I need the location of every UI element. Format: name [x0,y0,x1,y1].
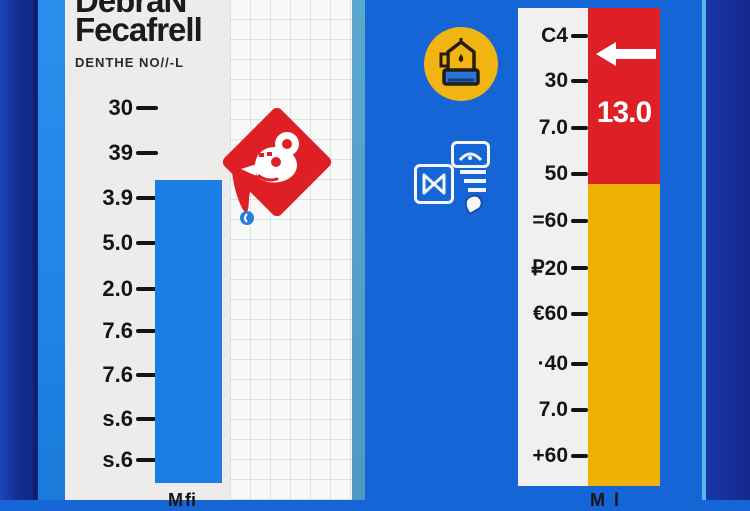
tick-label: 50 [544,162,568,185]
rat-icon [241,132,299,183]
gauge-red-segment [588,8,660,184]
tick-label: 3.9 [102,185,133,210]
house-arc-glyph [458,152,483,161]
arrow-shaft [614,49,656,59]
tick-mark [136,373,158,377]
tick-mark [136,241,158,245]
house-water-drop-in-yellow-circle-icon [424,27,498,101]
left-dark-divider [33,0,38,500]
gauge-yellow-segment [588,184,660,486]
right-navy-band [706,0,750,500]
gauge-value-label: 13.0 [596,96,652,129]
blue-data-bar [155,180,222,483]
right-axis-tick: ·40 [518,350,588,378]
teal-edge-strip [352,0,365,500]
list-pin-icon [460,170,486,216]
left-axis-tick: 39 [56,139,158,167]
tick-mark [571,362,588,366]
tick-label: s.6 [102,406,133,431]
rat-hazard-diamond-sign [220,105,334,219]
tick-label: C4 [541,24,568,47]
tick-label: ₽20 [531,256,568,280]
left-axis-tick: 30 [56,94,158,122]
tick-label: 7.0 [538,116,568,139]
tick-label: €60 [532,302,568,325]
chart-subtitle: DENTHE NO//-L [75,55,185,70]
left-arrow-icon [596,42,656,66]
tick-mark [571,312,588,316]
tick-label: 2.0 [102,276,133,301]
right-axis-tick: C4 [518,22,588,50]
tick-label: =60 [532,209,568,232]
tick-mark [571,126,588,130]
house-water-svg [439,38,480,86]
left-axis-tick: 7.6 [56,361,158,389]
tick-label: 5.0 [102,230,133,255]
right-bottom-partial-label: M l [590,490,621,510]
tick-mark [571,408,588,412]
tick-label: 7.0 [538,398,568,421]
left-axis-tick: s.6 [56,446,158,474]
left-axis-tick: 7.6 [56,317,158,345]
right-axis-tick: +60 [518,442,588,470]
tick-label: 7.6 [102,318,133,343]
tick-mark [571,266,588,270]
right-axis-tick: 30 [518,67,588,95]
tick-mark [136,287,158,291]
red-drip [232,168,258,225]
right-axis-tick: 7.0 [518,396,588,424]
bowtie-box-icon [414,164,454,204]
right-axis-tick: =60 [518,207,588,235]
right-axis-tick: 50 [518,160,588,188]
tick-label: 30 [108,95,133,120]
right-axis-tick: ₽20 [518,254,588,282]
left-axis-tick: 3.9 [56,184,158,212]
tick-mark [136,329,158,333]
tick-mark [571,172,588,176]
tick-mark [136,151,158,155]
tick-label: 30 [544,69,568,92]
arrow-head [596,42,616,66]
tick-mark [136,106,158,110]
tick-mark [571,79,588,83]
tick-label: s.6 [102,447,133,472]
left-axis-tick: s.6 [56,405,158,433]
gauge-panel: 13.0 [518,8,660,486]
right-cyan-divider [702,0,706,500]
tick-label: 7.6 [102,362,133,387]
tick-mark [571,454,588,458]
left-axis-tick: 2.0 [56,275,158,303]
left-navy-band [0,0,33,500]
tick-mark [571,34,588,38]
tick-mark [571,219,588,223]
right-axis-tick: €60 [518,300,588,328]
house-box-icon [451,141,490,168]
tick-mark [136,458,158,462]
chart-title-line1: DebraN [75,0,187,19]
tick-mark [136,196,158,200]
right-axis-tick: 7.0 [518,114,588,142]
tick-mark [136,417,158,421]
tick-label: ·40 [537,352,568,375]
grid-paper [230,0,352,500]
left-axis-tick: 5.0 [56,229,158,257]
tick-label: 39 [108,140,133,165]
chart-title-line2: Fecafrell [75,11,203,48]
left-light-blue-strip [38,0,65,500]
title-block: DebraN Fecafrell DENTHE NO//-L [75,0,250,70]
bowtie-glyph [422,173,446,195]
left-bottom-partial-label: Mﬁ [168,490,198,510]
tick-label: +60 [532,444,568,467]
